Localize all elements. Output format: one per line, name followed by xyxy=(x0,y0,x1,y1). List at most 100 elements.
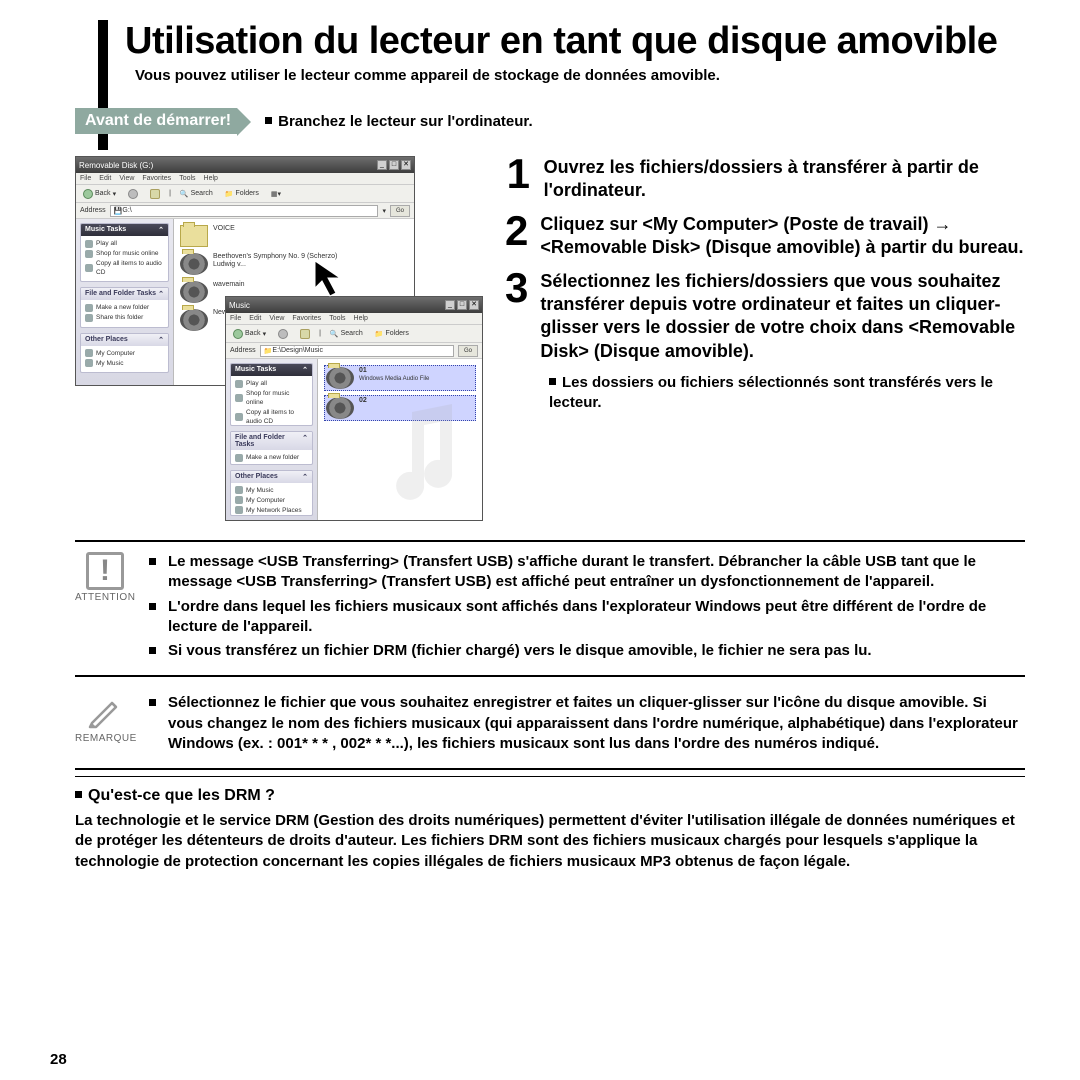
search-button: 🔍Search xyxy=(327,329,366,339)
page-number: 28 xyxy=(50,1051,67,1068)
play-icon xyxy=(85,240,93,248)
close-icon: ✕ xyxy=(469,300,479,310)
remarque-icon-column: REMARQUE xyxy=(75,693,135,758)
step-text: Cliquez sur <My Computer> (Poste de trav… xyxy=(540,213,1025,260)
task-pane: Music Tasks⌃ Play all Shop for music onl… xyxy=(76,219,174,385)
before-start-text: Branchez le lecteur sur l'ordinateur. xyxy=(265,113,532,130)
up-button xyxy=(297,328,313,340)
bullet-icon xyxy=(549,378,556,385)
shop-icon xyxy=(85,250,93,258)
step-sub-note: Les dossiers ou fichiers sélectionnés so… xyxy=(549,373,1025,414)
before-start-text-value: Branchez le lecteur sur l'ordinateur. xyxy=(278,113,532,130)
address-input: 💾 G:\ xyxy=(110,205,379,217)
music-file-icon xyxy=(180,253,208,275)
drm-question: Qu'est-ce que les DRM ? xyxy=(75,787,1025,805)
remarque-body: Sélectionnez le fichier que vous souhait… xyxy=(149,693,1025,758)
attention-label: ATTENTION xyxy=(75,592,135,603)
folders-button: 📁Folders xyxy=(372,329,412,339)
close-icon: ✕ xyxy=(401,160,411,170)
maximize-icon: □ xyxy=(389,160,399,170)
bullet-icon xyxy=(149,558,156,565)
drm-block: Qu'est-ce que les DRM ? La technologie e… xyxy=(75,776,1025,872)
file-folder-tasks-box: File and Folder Tasks⌃ Make a new folder xyxy=(230,431,313,464)
step-number: 3 xyxy=(505,270,528,364)
attention-block: ! ATTENTION Le message <USB Transferring… xyxy=(75,540,1025,677)
attention-item: L'ordre dans lequel les fichiers musicau… xyxy=(149,597,1025,638)
music-file-icon xyxy=(326,397,354,419)
attention-icon-column: ! ATTENTION xyxy=(75,552,135,665)
selected-file-item: 01Windows Media Audio File xyxy=(324,365,476,391)
attention-item: Si vous transférez un fichier DRM (fichi… xyxy=(149,641,1025,661)
window-titlebar: Removable Disk (G:) _ □ ✕ xyxy=(76,157,414,173)
address-input: 📁 E:\Design\Music xyxy=(260,345,454,357)
share-icon xyxy=(85,314,93,322)
screenshot-illustration: Removable Disk (G:) _ □ ✕ File Edit View… xyxy=(75,156,485,526)
go-button: Go xyxy=(458,345,478,357)
folders-button: 📁 Folders xyxy=(222,189,262,199)
step-number: 2 xyxy=(505,213,528,260)
attention-icon: ! xyxy=(86,552,124,590)
bullet-icon xyxy=(149,603,156,610)
window-toolbar: Back ▾ | 🔍Search 📁Folders xyxy=(226,325,482,343)
minimize-icon: _ xyxy=(445,300,455,310)
music-tasks-box: Music Tasks⌃ Play all Shop for music onl… xyxy=(230,363,313,426)
attention-item: Le message <USB Transferring> (Transfert… xyxy=(149,552,1025,593)
search-button: 🔍 Search xyxy=(177,189,216,199)
music-tasks-box: Music Tasks⌃ Play all Shop for music onl… xyxy=(80,223,169,282)
page-subtitle: Vous pouvez utiliser le lecteur comme ap… xyxy=(135,67,1025,84)
up-button xyxy=(147,188,163,200)
back-button: Back ▾ xyxy=(80,188,119,200)
forward-button xyxy=(125,188,141,200)
minimize-icon: _ xyxy=(377,160,387,170)
bullet-icon xyxy=(265,117,272,124)
music-file-icon xyxy=(180,309,208,331)
go-button: Go xyxy=(390,205,410,217)
remarque-label: REMARQUE xyxy=(75,733,135,744)
step-number: 1 xyxy=(505,156,532,203)
steps-list: 1 Ouvrez les fichiers/dossiers à transfé… xyxy=(505,156,1025,526)
remarque-block: REMARQUE Sélectionnez le fichier que vou… xyxy=(75,683,1025,770)
address-bar: Address 📁 E:\Design\Music Go xyxy=(226,343,482,359)
mymusic-icon xyxy=(85,359,93,367)
window-title: Music xyxy=(229,301,250,310)
other-places-box: Other Places⌃ My Music My Computer My Ne… xyxy=(230,470,313,516)
bullet-icon xyxy=(149,647,156,654)
music-file-icon xyxy=(326,367,354,389)
folder-item: VOICE xyxy=(180,225,408,247)
step-item: 3 Sélectionnez les fichiers/dossiers que… xyxy=(505,270,1025,364)
step-item: 1 Ouvrez les fichiers/dossiers à transfé… xyxy=(505,156,1025,203)
page-title: Utilisation du lecteur en tant que disqu… xyxy=(125,20,1025,63)
forward-button xyxy=(275,328,291,340)
step-item: 2 Cliquez sur <My Computer> (Poste de tr… xyxy=(505,213,1025,260)
newfolder-icon xyxy=(85,304,93,312)
step-text: Ouvrez les fichiers/dossiers à transfére… xyxy=(544,156,1025,203)
views-button: ▦▾ xyxy=(268,189,284,199)
bullet-icon xyxy=(75,791,82,798)
before-start-badge: Avant de démarrer! xyxy=(75,108,237,134)
bullet-icon xyxy=(149,699,156,706)
explorer-window-music: Music _ □ ✕ File Edit View Favorites Too… xyxy=(225,296,483,521)
address-bar: Address 💾 G:\ ▾ Go xyxy=(76,203,414,219)
attention-body: Le message <USB Transferring> (Transfert… xyxy=(149,552,1025,665)
window-title: Removable Disk (G:) xyxy=(79,161,153,170)
manual-page: Utilisation du lecteur en tant que disqu… xyxy=(75,20,1025,872)
remarque-item: Sélectionnez le fichier que vous souhait… xyxy=(149,693,1025,754)
watermark-music-note-icon xyxy=(382,402,472,514)
before-start-row: Avant de démarrer! Branchez le lecteur s… xyxy=(75,108,1025,134)
music-file-icon xyxy=(180,281,208,303)
back-button: Back ▾ xyxy=(230,328,269,340)
files-pane: 01Windows Media Audio File 02 xyxy=(318,359,482,520)
mycomputer-icon xyxy=(85,349,93,357)
task-pane: Music Tasks⌃ Play all Shop for music onl… xyxy=(226,359,318,520)
main-row: Removable Disk (G:) _ □ ✕ File Edit View… xyxy=(75,156,1025,526)
drm-body: La technologie et le service DRM (Gestio… xyxy=(75,811,1025,872)
maximize-icon: □ xyxy=(457,300,467,310)
step-text: Sélectionnez les fichiers/dossiers que v… xyxy=(540,270,1025,364)
other-places-box: Other Places⌃ My Computer My Music xyxy=(80,333,169,373)
file-folder-tasks-box: File and Folder Tasks⌃ Make a new folder… xyxy=(80,287,169,327)
folder-icon xyxy=(180,225,208,247)
copy-icon xyxy=(85,264,93,272)
music-file-item: Beethoven's Symphony No. 9 (Scherzo)Ludw… xyxy=(180,253,408,275)
window-menubar: File Edit View Favorites Tools Help xyxy=(76,173,414,185)
pencil-icon xyxy=(86,693,124,731)
